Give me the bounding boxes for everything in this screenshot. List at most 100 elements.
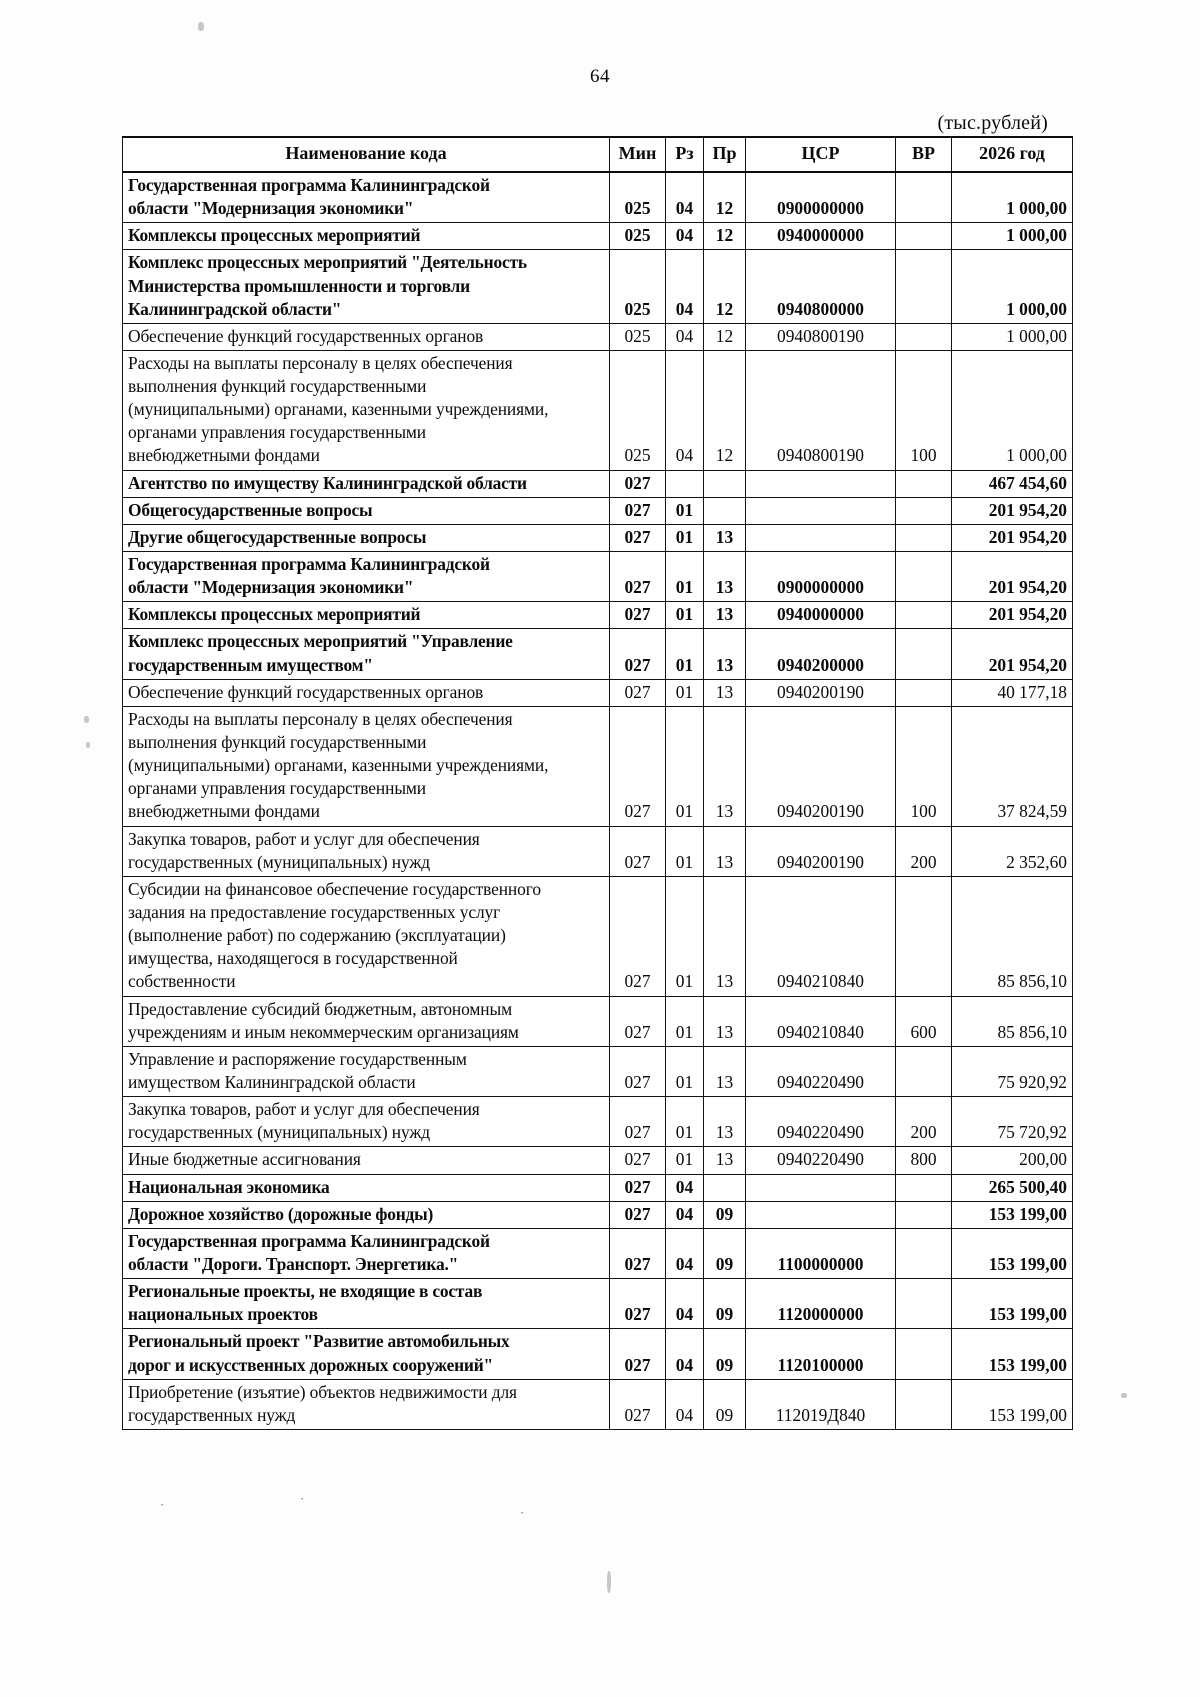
cell-name-line: Комплексы процессных мероприятий bbox=[128, 604, 421, 625]
cell-vr bbox=[895, 1045, 952, 1098]
cell-name: Общегосударственные вопросы bbox=[122, 496, 610, 525]
scan-artifact bbox=[198, 22, 204, 31]
cell-name: Закупка товаров, работ и услуг для обесп… bbox=[122, 1096, 610, 1148]
cell-name-line: внебюджетными фондами bbox=[128, 801, 320, 822]
cell-name: Государственная программа Калининградско… bbox=[122, 171, 610, 224]
page-number: 64 bbox=[590, 66, 610, 87]
cell-name-line: Государственная программа Калининградско… bbox=[128, 174, 490, 195]
cell-pr: 13 bbox=[703, 1045, 746, 1098]
cell-name-line: (муниципальными) органами, казенными учр… bbox=[128, 399, 549, 420]
cell-csr: 0900000000 bbox=[745, 171, 896, 224]
cell-pr: 12 bbox=[703, 322, 746, 351]
cell-vr: 800 bbox=[895, 1146, 952, 1175]
cell-sum: 201 954,20 bbox=[951, 551, 1073, 603]
cell-name: Другие общегосударственные вопросы bbox=[122, 523, 610, 553]
cell-pr: 13 bbox=[703, 551, 746, 603]
cell-csr: 0940000000 bbox=[745, 601, 896, 630]
cell-min: 027 bbox=[609, 1096, 666, 1148]
cell-min: 027 bbox=[609, 1378, 666, 1430]
cell-name-line: Закупка товаров, работ и услуг для обесп… bbox=[128, 1099, 480, 1120]
cell-name-line: государственных (муниципальных) нужд bbox=[128, 851, 431, 872]
cell-csr bbox=[745, 1173, 896, 1202]
cell-sum: 467 454,60 bbox=[951, 469, 1073, 498]
cell-name-line: Калининградской области" bbox=[128, 298, 342, 319]
cell-sum: 201 954,20 bbox=[951, 496, 1073, 525]
cell-csr: 0940220490 bbox=[745, 1096, 896, 1148]
cell-vr bbox=[895, 249, 952, 324]
cell-pr: 13 bbox=[703, 678, 746, 707]
cell-min: 027 bbox=[609, 1200, 666, 1229]
cell-name-line: государственных (муниципальных) нужд bbox=[128, 1122, 431, 1143]
cell-csr: 0900000000 bbox=[745, 551, 896, 603]
cell-name-line: Иные бюджетные ассигнования bbox=[128, 1149, 361, 1170]
table-row: Другие общегосударственные вопросы 027 01 1… bbox=[122, 523, 1073, 553]
cell-min: 027 bbox=[609, 1328, 666, 1380]
cell-rz: 01 bbox=[665, 705, 704, 827]
cell-pr: 13 bbox=[703, 1096, 746, 1148]
column-header-name: Наименование кода bbox=[122, 136, 610, 173]
cell-name-line: (выполнение работ) по содержанию (эксплу… bbox=[128, 925, 506, 946]
cell-name: Обеспечение функций государственных орга… bbox=[122, 322, 610, 351]
cell-name-line: Национальная экономика bbox=[128, 1176, 330, 1197]
table-row: Приобретение (изъятие) объектов недвижим… bbox=[122, 1378, 1073, 1430]
cell-csr: 1120000000 bbox=[745, 1278, 896, 1330]
cell-vr bbox=[895, 523, 952, 553]
table-row: Предоставление субсидий бюджетным, автон… bbox=[122, 995, 1073, 1047]
cell-name: Государственная программа Калининградско… bbox=[122, 551, 610, 603]
budget-table: Наименование кода Мин Рз Пр ЦСР ВР 2026 … bbox=[122, 136, 1073, 1430]
cell-csr: 0940200190 bbox=[745, 705, 896, 827]
cell-min: 027 bbox=[609, 628, 666, 680]
cell-rz: 01 bbox=[665, 551, 704, 603]
cell-pr: 13 bbox=[703, 523, 746, 553]
cell-pr: 13 bbox=[703, 825, 746, 877]
cell-csr: 112019Д840 bbox=[745, 1378, 896, 1430]
cell-sum: 200,00 bbox=[951, 1146, 1073, 1175]
cell-min: 025 bbox=[609, 222, 666, 251]
cell-min: 027 bbox=[609, 705, 666, 827]
cell-sum: 265 500,40 bbox=[951, 1173, 1073, 1202]
cell-sum: 201 954,20 bbox=[951, 523, 1073, 553]
cell-rz: 04 bbox=[665, 1378, 704, 1430]
cell-csr: 0940000000 bbox=[745, 222, 896, 251]
cell-pr: 12 bbox=[703, 222, 746, 251]
cell-name: Комплекс процессных мероприятий "Деятель… bbox=[122, 249, 610, 324]
cell-name: Приобретение (изъятие) объектов недвижим… bbox=[122, 1378, 610, 1430]
cell-csr: 0940200190 bbox=[745, 678, 896, 707]
cell-name-line: Комплекс процессных мероприятий "Деятель… bbox=[128, 252, 527, 273]
cell-name-line: Расходы на выплаты персоналу в целях обе… bbox=[128, 708, 513, 729]
cell-rz: 04 bbox=[665, 1200, 704, 1229]
cell-min: 025 bbox=[609, 349, 666, 471]
table-header: Наименование кода Мин Рз Пр ЦСР ВР 2026 … bbox=[122, 136, 1073, 173]
cell-pr bbox=[703, 1173, 746, 1202]
cell-min: 027 bbox=[609, 601, 666, 630]
cell-min: 025 bbox=[609, 322, 666, 351]
cell-name-line: государственным имуществом" bbox=[128, 654, 373, 675]
cell-name-line: выполнения функций государственными bbox=[128, 376, 427, 397]
table-row: Комплексы процессных мероприятий 025 04 12 0… bbox=[122, 222, 1073, 251]
table-row: Государственная программа Калининградско… bbox=[122, 1227, 1073, 1280]
cell-pr: 13 bbox=[703, 705, 746, 827]
cell-csr bbox=[745, 1200, 896, 1229]
cell-pr: 09 bbox=[703, 1227, 746, 1280]
cell-sum: 85 856,10 bbox=[951, 995, 1073, 1047]
cell-name: Иные бюджетные ассигнования bbox=[122, 1146, 610, 1175]
scan-artifact: · bbox=[300, 1491, 305, 1506]
cell-min: 027 bbox=[609, 523, 666, 553]
cell-min: 027 bbox=[609, 1227, 666, 1280]
cell-vr bbox=[895, 496, 952, 525]
table-row: Комплексы процессных мероприятий 027 01 13 0… bbox=[122, 601, 1073, 630]
cell-name-line: задания на предоставление государственны… bbox=[128, 902, 501, 923]
cell-rz: 01 bbox=[665, 628, 704, 680]
cell-vr bbox=[895, 628, 952, 680]
cell-name: Обеспечение функций государственных орга… bbox=[122, 678, 610, 707]
cell-csr bbox=[745, 469, 896, 498]
cell-name: Закупка товаров, работ и услуг для обесп… bbox=[122, 825, 610, 877]
cell-min: 027 bbox=[609, 1045, 666, 1098]
cell-name-line: национальных проектов bbox=[128, 1304, 318, 1325]
cell-pr: 13 bbox=[703, 628, 746, 680]
cell-name: Расходы на выплаты персоналу в целях обе… bbox=[122, 705, 610, 827]
cell-csr: 0940200190 bbox=[745, 825, 896, 877]
table-row: Общегосударственные вопросы 027 01 201 954,… bbox=[122, 496, 1073, 525]
cell-vr: 100 bbox=[895, 349, 952, 471]
table-row: Региональные проекты, не входящие в сост… bbox=[122, 1278, 1073, 1330]
